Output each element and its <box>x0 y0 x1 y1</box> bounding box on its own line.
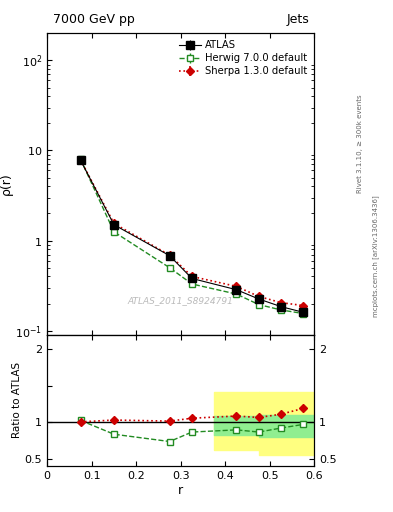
Text: Rivet 3.1.10, ≥ 300k events: Rivet 3.1.10, ≥ 300k events <box>356 94 363 193</box>
Y-axis label: Ratio to ATLAS: Ratio to ATLAS <box>12 362 22 438</box>
Text: mcplots.cern.ch [arXiv:1306.3436]: mcplots.cern.ch [arXiv:1306.3436] <box>372 195 379 317</box>
Y-axis label: ρ(r): ρ(r) <box>0 173 13 196</box>
X-axis label: r: r <box>178 483 184 497</box>
Text: 7000 GeV pp: 7000 GeV pp <box>53 13 134 26</box>
Legend: ATLAS, Herwig 7.0.0 default, Sherpa 1.3.0 default: ATLAS, Herwig 7.0.0 default, Sherpa 1.3.… <box>177 38 309 78</box>
Text: Jets: Jets <box>286 13 309 26</box>
Text: ATLAS_2011_S8924791: ATLAS_2011_S8924791 <box>128 295 234 305</box>
